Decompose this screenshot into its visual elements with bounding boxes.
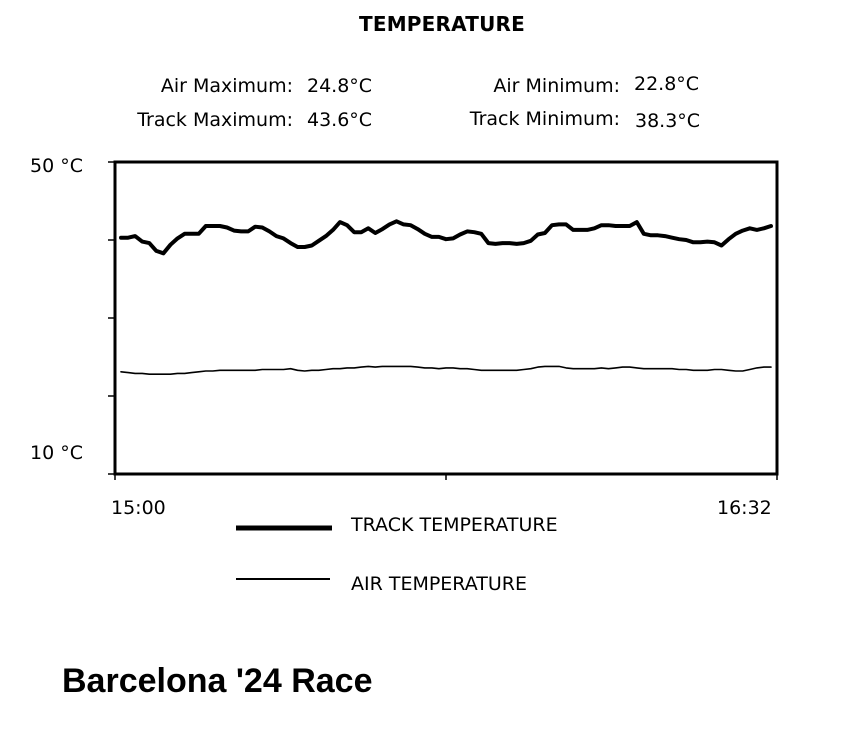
- y-axis-ticks: [108, 161, 115, 475]
- plot-frame: [113, 160, 779, 476]
- track-min-value: 38.3°C: [635, 110, 701, 132]
- y-tick-label-bottom: 10 °C: [30, 442, 83, 464]
- track-min-label: Track Minimum:: [469, 108, 620, 130]
- series-layer: [119, 219, 773, 376]
- x-tick-label-start: 15:00: [111, 497, 166, 519]
- x-axis-ticks: [114, 474, 778, 480]
- air-min-value: 22.8°C: [634, 73, 700, 95]
- track-max-label: Track Maximum:: [137, 109, 293, 131]
- legend-air-label: AIR TEMPERATURE: [351, 573, 527, 595]
- chart-title: TEMPERATURE: [359, 12, 525, 36]
- air-temperature-line: [120, 365, 772, 376]
- air-max-value: 24.8°C: [307, 75, 373, 97]
- track-max-value: 43.6°C: [307, 109, 373, 131]
- x-tick-label-end: 16:32: [717, 497, 772, 519]
- air-max-label: Air Maximum:: [160, 75, 293, 97]
- race-caption: Barcelona '24 Race: [62, 662, 373, 700]
- air-min-label: Air Minimum:: [493, 75, 620, 97]
- y-tick-label-top: 50 °C: [30, 155, 83, 177]
- track-temperature-line: [119, 219, 773, 256]
- legend-track-label: TRACK TEMPERATURE: [351, 514, 558, 536]
